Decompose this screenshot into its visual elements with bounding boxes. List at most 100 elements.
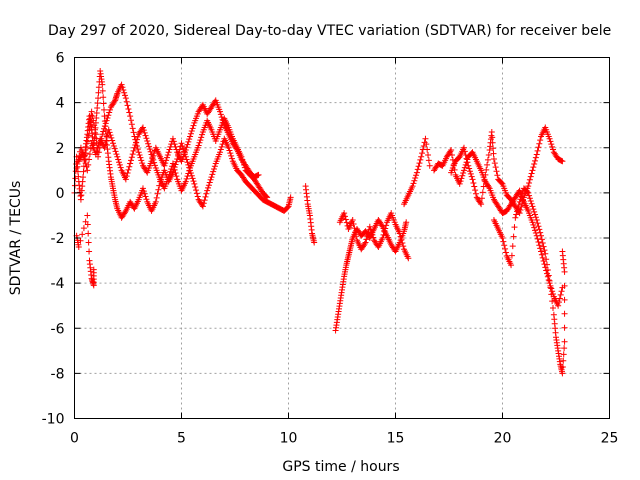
data-point — [479, 189, 486, 196]
data-point — [106, 129, 113, 136]
data-point — [240, 159, 247, 166]
data-point — [117, 164, 124, 171]
data-point — [512, 214, 519, 221]
data-point — [255, 171, 262, 178]
data-point — [110, 140, 117, 147]
y-tick-label: 4 — [56, 96, 65, 112]
data-point — [128, 121, 135, 128]
data-point — [560, 351, 567, 358]
data-point — [95, 95, 102, 102]
data-point — [546, 135, 553, 142]
data-point — [343, 219, 350, 226]
data-point — [182, 147, 189, 154]
data-point — [125, 105, 132, 112]
x-tick-label: 10 — [280, 431, 298, 447]
data-point — [367, 226, 374, 233]
data-point — [202, 193, 209, 200]
data-point — [471, 183, 478, 190]
data-point — [186, 167, 193, 174]
data-point — [85, 132, 92, 139]
data-point — [112, 148, 119, 155]
data-point — [100, 94, 107, 101]
data-point — [90, 266, 97, 273]
data-point — [489, 139, 496, 146]
data-point — [203, 190, 210, 197]
data-point — [74, 160, 81, 167]
data-point — [185, 161, 192, 168]
data-point — [184, 159, 191, 166]
data-point — [411, 177, 418, 184]
data-point — [187, 133, 194, 140]
data-point — [561, 338, 568, 345]
data-point — [80, 168, 87, 175]
data-point — [80, 225, 87, 232]
data-point — [148, 151, 155, 158]
data-point — [541, 247, 548, 254]
data-point — [485, 184, 492, 191]
data-point — [107, 106, 114, 113]
y-tick-label: -6 — [51, 321, 65, 337]
data-point — [464, 159, 471, 166]
data-point — [559, 364, 566, 371]
data-point — [207, 176, 214, 183]
data-point — [180, 145, 187, 152]
axis-ticks — [74, 57, 610, 419]
data-point — [531, 160, 538, 167]
data-point — [403, 219, 410, 226]
data-point — [465, 162, 472, 169]
data-point — [111, 145, 118, 152]
data-point — [208, 174, 215, 181]
y-tick-label: -4 — [51, 276, 65, 292]
data-point — [425, 151, 432, 158]
data-point — [100, 128, 107, 135]
data-point — [530, 206, 537, 213]
data-point — [126, 109, 133, 116]
data-point — [170, 163, 177, 170]
data-point — [560, 357, 567, 364]
data-point — [492, 164, 499, 171]
data-point — [189, 175, 196, 182]
y-tick-label: 2 — [56, 141, 65, 157]
data-point — [187, 130, 194, 137]
data-point — [364, 233, 371, 240]
data-point — [349, 216, 356, 223]
data-point — [85, 161, 92, 168]
data-point — [185, 170, 192, 177]
data-point — [538, 236, 545, 243]
data-point — [127, 157, 134, 164]
data-point — [538, 251, 545, 258]
data-point — [508, 252, 515, 259]
data-point — [413, 172, 420, 179]
data-point — [217, 108, 224, 115]
chart-title: Day 297 of 2020, Sidereal Day-to-day VTE… — [48, 23, 611, 39]
data-point — [186, 136, 193, 143]
data-point — [104, 133, 111, 140]
data-point — [557, 291, 564, 298]
data-point — [533, 216, 540, 223]
data-point — [91, 122, 98, 129]
data-point — [379, 235, 386, 241]
data-point — [485, 151, 492, 158]
data-point — [111, 98, 118, 105]
data-point — [519, 190, 526, 197]
data-point — [178, 140, 185, 147]
data-point — [426, 162, 433, 169]
data-point — [198, 134, 205, 141]
data-point — [456, 180, 463, 187]
data-point — [127, 113, 134, 120]
data-point — [228, 152, 235, 159]
data-point — [531, 224, 538, 231]
data-point — [104, 114, 111, 121]
data-point — [132, 142, 139, 149]
data-point — [173, 173, 180, 180]
data-point — [238, 153, 245, 160]
data-point — [490, 145, 497, 152]
data-point — [126, 163, 133, 170]
data-point — [544, 273, 551, 280]
data-point — [539, 239, 546, 246]
data-point — [172, 170, 179, 177]
data-point — [558, 288, 565, 295]
data-point — [548, 141, 555, 148]
data-point — [341, 210, 348, 217]
x-axis-label: GPS time / hours — [282, 459, 399, 475]
